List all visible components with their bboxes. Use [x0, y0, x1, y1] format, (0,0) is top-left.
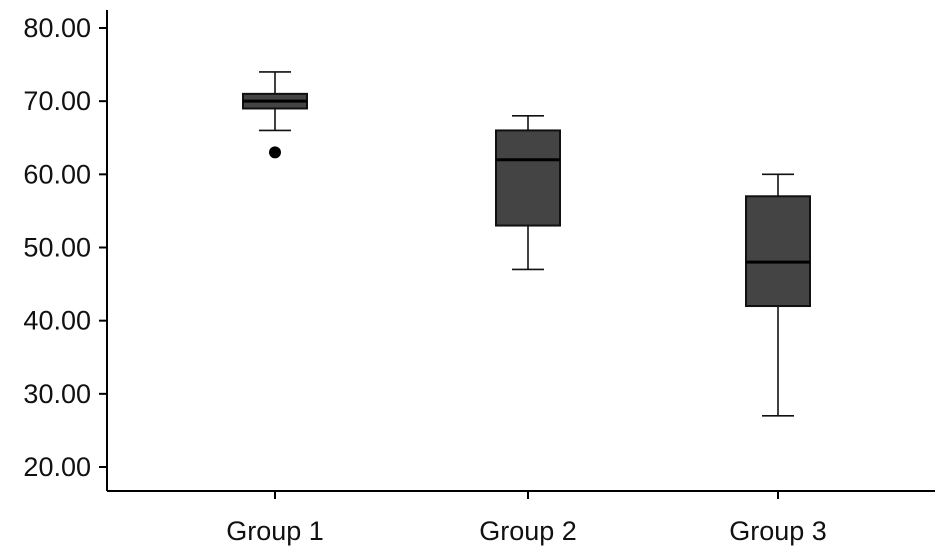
y-tick-label: 20.00: [23, 452, 91, 482]
x-axis: Group 1 Group 2 Group 3: [107, 490, 935, 546]
y-tick-label: 80.00: [23, 13, 91, 43]
y-tick-label: 70.00: [23, 86, 91, 116]
box-group-1: [242, 71, 308, 159]
x-tick-label: Group 3: [729, 516, 827, 546]
y-tick-label: 60.00: [23, 159, 91, 189]
iqr-box: [495, 129, 561, 227]
y-axis: 20.00 30.00 40.00 50.00 60.00 70.00 80.00: [23, 10, 108, 491]
box-group-2: [495, 115, 561, 271]
y-tick-label: 50.00: [23, 233, 91, 263]
iqr-box: [745, 195, 811, 308]
box-group-3: [745, 173, 811, 417]
boxes-layer: [242, 71, 811, 417]
y-tick-label: 30.00: [23, 379, 91, 409]
x-tick-label: Group 2: [479, 516, 577, 546]
y-tick-label: 40.00: [23, 306, 91, 336]
outlier-point: [269, 146, 281, 159]
x-tick-label: Group 1: [226, 516, 324, 546]
